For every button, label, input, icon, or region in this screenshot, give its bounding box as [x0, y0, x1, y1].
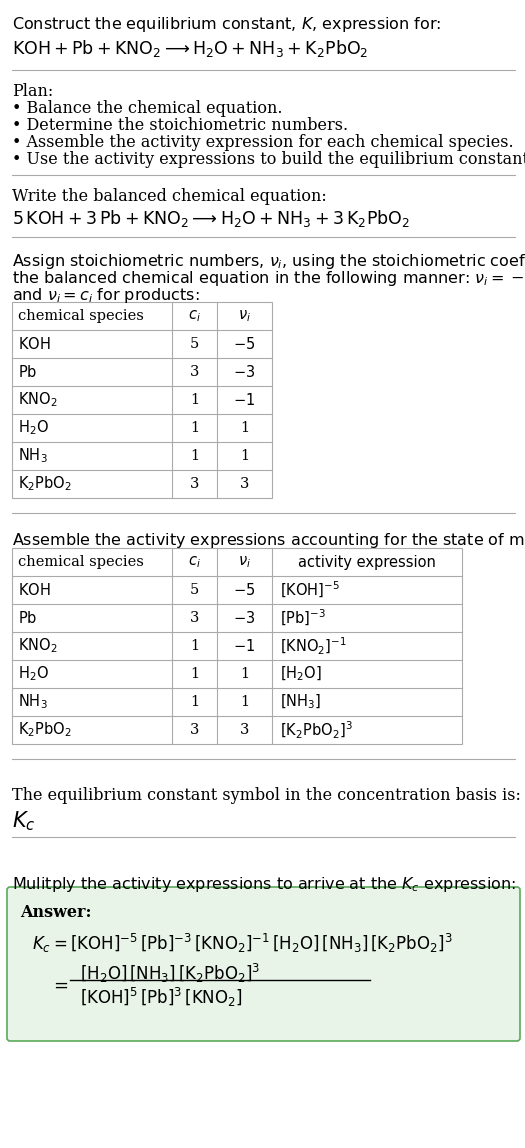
Text: • Assemble the activity expression for each chemical species.: • Assemble the activity expression for e… — [12, 134, 513, 152]
Text: 5: 5 — [190, 583, 199, 597]
Bar — [12, 548, 462, 744]
Text: 5: 5 — [190, 338, 199, 351]
Text: The equilibrium constant symbol in the concentration basis is:: The equilibrium constant symbol in the c… — [12, 788, 521, 804]
Text: 1: 1 — [190, 667, 199, 681]
Text: $\mathrm{KOH + Pb + KNO_2 \longrightarrow H_2O + NH_3 + K_2PbO_2}$: $\mathrm{KOH + Pb + KNO_2 \longrightarro… — [12, 38, 369, 59]
Text: $[\mathrm{K_2PbO_2}]^3$: $[\mathrm{K_2PbO_2}]^3$ — [280, 720, 353, 740]
Text: $\nu_i$: $\nu_i$ — [238, 308, 251, 324]
Bar — [12, 548, 462, 744]
Text: $\mathrm{KNO_2}$: $\mathrm{KNO_2}$ — [18, 390, 58, 410]
Text: and $\nu_i = c_i$ for products:: and $\nu_i = c_i$ for products: — [12, 286, 199, 305]
Text: 1: 1 — [190, 449, 199, 463]
Text: $[\mathrm{H_2O}]$: $[\mathrm{H_2O}]$ — [280, 665, 322, 683]
Text: Plan:: Plan: — [12, 83, 53, 100]
Text: $\mathrm{K_2PbO_2}$: $\mathrm{K_2PbO_2}$ — [18, 721, 72, 739]
FancyBboxPatch shape — [7, 887, 520, 1041]
Text: 3: 3 — [190, 478, 199, 491]
Text: $\nu_i$: $\nu_i$ — [238, 554, 251, 569]
Bar — [12, 302, 272, 498]
Text: $c_i$: $c_i$ — [188, 554, 201, 569]
Text: $[\mathrm{KNO_2}]^{-1}$: $[\mathrm{KNO_2}]^{-1}$ — [280, 636, 347, 657]
Text: 1: 1 — [190, 393, 199, 408]
Text: $-3$: $-3$ — [234, 610, 256, 626]
Text: $\mathrm{Pb}$: $\mathrm{Pb}$ — [18, 610, 37, 626]
Text: $\mathrm{K_2PbO_2}$: $\mathrm{K_2PbO_2}$ — [18, 474, 72, 494]
Text: $-5$: $-5$ — [234, 582, 256, 598]
Text: $[\mathrm{Pb}]^{-3}$: $[\mathrm{Pb}]^{-3}$ — [280, 608, 326, 628]
Text: $[\mathrm{H_2O}]\,[\mathrm{NH_3}]\,[\mathrm{K_2PbO_2}]^3$: $[\mathrm{H_2O}]\,[\mathrm{NH_3}]\,[\mat… — [80, 962, 260, 985]
Text: • Determine the stoichiometric numbers.: • Determine the stoichiometric numbers. — [12, 117, 348, 134]
Bar — [12, 302, 272, 498]
Text: $\mathrm{KOH}$: $\mathrm{KOH}$ — [18, 582, 50, 598]
Text: 3: 3 — [190, 365, 199, 379]
Text: • Balance the chemical equation.: • Balance the chemical equation. — [12, 100, 282, 117]
Text: 1: 1 — [190, 695, 199, 709]
Text: 1: 1 — [240, 667, 249, 681]
Text: $K_c = [\mathrm{KOH}]^{-5}\,[\mathrm{Pb}]^{-3}\,[\mathrm{KNO_2}]^{-1}\,[\mathrm{: $K_c = [\mathrm{KOH}]^{-5}\,[\mathrm{Pb}… — [32, 932, 453, 955]
Text: 3: 3 — [190, 723, 199, 737]
Text: $[\mathrm{NH_3}]$: $[\mathrm{NH_3}]$ — [280, 692, 321, 712]
Text: $[\mathrm{KOH}]^{-5}$: $[\mathrm{KOH}]^{-5}$ — [280, 580, 340, 600]
Text: $c_i$: $c_i$ — [188, 308, 201, 324]
Text: $-3$: $-3$ — [234, 364, 256, 380]
Text: $=$: $=$ — [50, 976, 69, 994]
Text: 1: 1 — [240, 421, 249, 435]
Text: chemical species: chemical species — [18, 554, 144, 569]
Text: $\mathrm{H_2O}$: $\mathrm{H_2O}$ — [18, 665, 49, 683]
Text: 1: 1 — [240, 695, 249, 709]
Text: $\mathrm{5\,KOH + 3\,Pb + KNO_2 \longrightarrow H_2O + NH_3 + 3\,K_2PbO_2}$: $\mathrm{5\,KOH + 3\,Pb + KNO_2 \longrig… — [12, 208, 410, 228]
Text: Assemble the activity expressions accounting for the state of matter and $\nu_i$: Assemble the activity expressions accoun… — [12, 532, 525, 550]
Text: chemical species: chemical species — [18, 309, 144, 323]
Text: $\mathrm{H_2O}$: $\mathrm{H_2O}$ — [18, 419, 49, 437]
Text: $\mathrm{NH_3}$: $\mathrm{NH_3}$ — [18, 692, 48, 712]
Text: the balanced chemical equation in the following manner: $\nu_i = -c_i$ for react: the balanced chemical equation in the fo… — [12, 269, 525, 288]
Text: Assign stoichiometric numbers, $\nu_i$, using the stoichiometric coefficients, $: Assign stoichiometric numbers, $\nu_i$, … — [12, 253, 525, 271]
Text: $-5$: $-5$ — [234, 336, 256, 352]
Text: Construct the equilibrium constant, $K$, expression for:: Construct the equilibrium constant, $K$,… — [12, 15, 442, 34]
Text: 3: 3 — [190, 611, 199, 625]
Text: Mulitply the activity expressions to arrive at the $K_c$ expression:: Mulitply the activity expressions to arr… — [12, 875, 516, 894]
Text: $-1$: $-1$ — [234, 391, 256, 408]
Text: $[\mathrm{KOH}]^5\,[\mathrm{Pb}]^3\,[\mathrm{KNO_2}]$: $[\mathrm{KOH}]^5\,[\mathrm{Pb}]^3\,[\ma… — [80, 986, 243, 1009]
Text: $\mathrm{KOH}$: $\mathrm{KOH}$ — [18, 336, 50, 352]
Text: $\mathrm{KNO_2}$: $\mathrm{KNO_2}$ — [18, 637, 58, 656]
Text: $\mathrm{Pb}$: $\mathrm{Pb}$ — [18, 364, 37, 380]
Text: Write the balanced chemical equation:: Write the balanced chemical equation: — [12, 188, 327, 205]
Text: $\mathrm{NH_3}$: $\mathrm{NH_3}$ — [18, 447, 48, 465]
Text: Answer:: Answer: — [20, 903, 91, 921]
Text: 1: 1 — [190, 421, 199, 435]
Text: $-1$: $-1$ — [234, 638, 256, 654]
Text: 3: 3 — [240, 723, 249, 737]
Text: 1: 1 — [240, 449, 249, 463]
Text: • Use the activity expressions to build the equilibrium constant expression.: • Use the activity expressions to build … — [12, 152, 525, 168]
Text: $K_c$: $K_c$ — [12, 809, 36, 832]
Text: activity expression: activity expression — [298, 554, 436, 569]
Text: 1: 1 — [190, 639, 199, 653]
Text: 3: 3 — [240, 478, 249, 491]
